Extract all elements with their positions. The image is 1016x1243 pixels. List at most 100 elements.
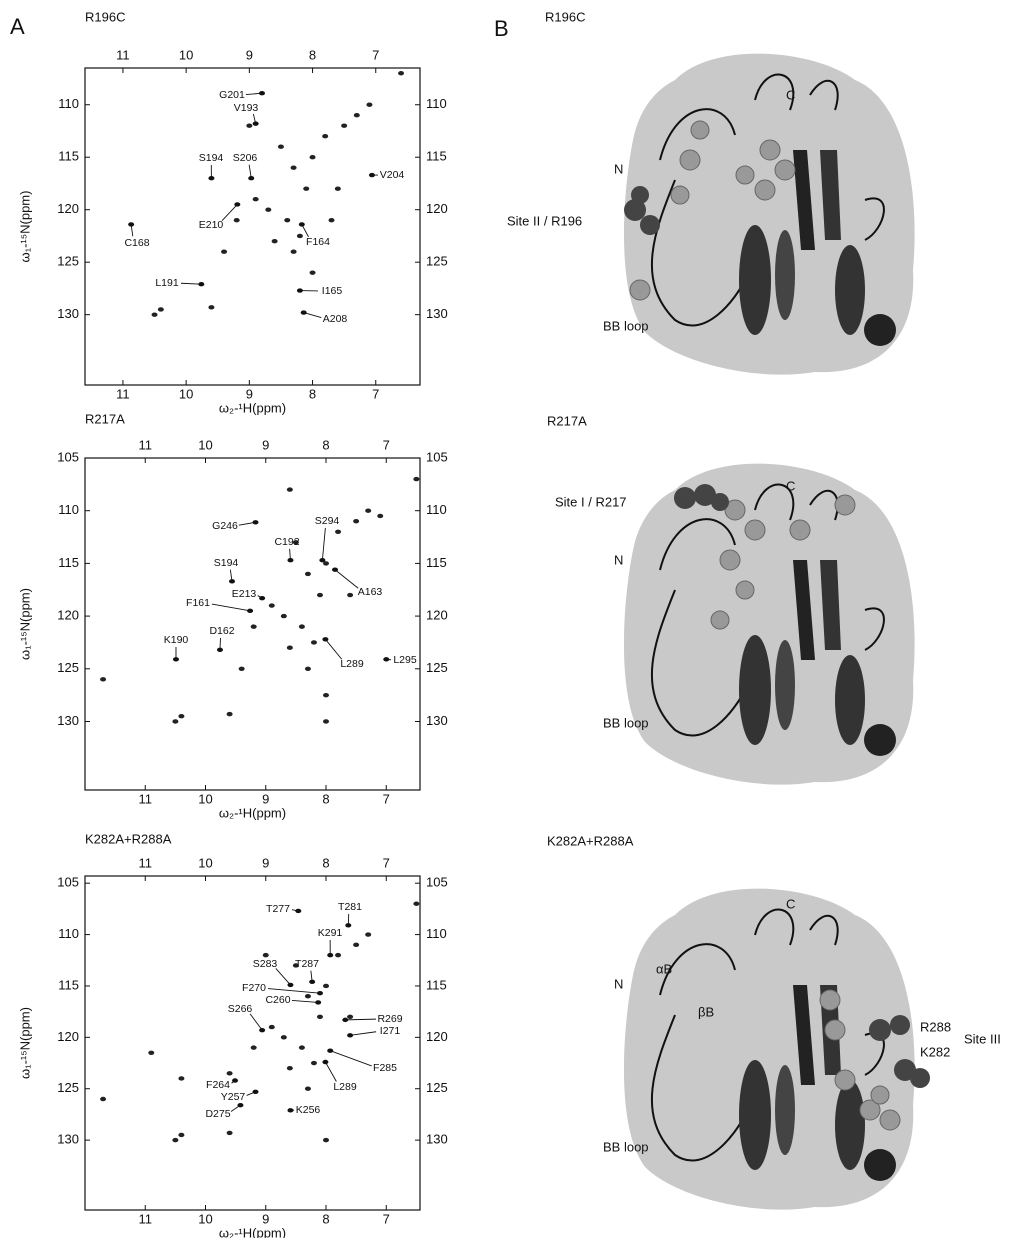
y-tick-label: 125 (57, 254, 79, 269)
label: C (786, 87, 795, 102)
y-tick-label: 110 (58, 502, 79, 517)
assigned-peak (247, 609, 253, 613)
leader-line (268, 989, 320, 994)
x-tick-label: 8 (322, 437, 329, 452)
plot-frame (85, 458, 420, 790)
label: BB loop (603, 318, 649, 333)
peak-label: C260 (265, 994, 290, 1006)
peak (323, 693, 329, 697)
peak (251, 624, 257, 628)
peak-label: K291 (318, 927, 343, 939)
peak (287, 487, 293, 491)
peak (311, 640, 317, 644)
structure: R196C N C Site II / R196 BB loop (507, 9, 915, 374)
peak (172, 1138, 178, 1142)
peak (158, 307, 164, 311)
protein-surface (624, 54, 915, 375)
x-tick-label: 7 (383, 437, 390, 452)
assigned-peak (287, 558, 293, 562)
peak (335, 187, 341, 191)
y-tick-label: 130 (426, 1132, 448, 1147)
x-tick-label: 11 (116, 386, 130, 401)
peak (272, 239, 278, 243)
leader-line (181, 283, 201, 284)
structure-title: R196C (545, 9, 585, 24)
y-tick-label: 130 (426, 306, 448, 321)
spectrum: R217Aω₂-¹H(ppm)ω₁-¹⁵N(ppm)11111010998877… (17, 411, 447, 820)
peak-label: R269 (377, 1013, 402, 1025)
peak-label: D275 (205, 1108, 230, 1120)
x-tick-label: 11 (139, 855, 153, 870)
label: K282 (920, 1044, 950, 1059)
peak-label: T281 (338, 901, 362, 913)
assigned-peak (173, 657, 179, 661)
peak (305, 572, 311, 576)
peak-label: E213 (232, 588, 257, 600)
x-tick-label: 8 (322, 1211, 329, 1226)
peak (269, 1025, 275, 1029)
y-tick-label: 130 (426, 713, 448, 728)
peak (178, 714, 184, 718)
leader-line (292, 1000, 318, 1002)
peak (172, 719, 178, 723)
peak (287, 646, 293, 650)
peak (305, 1087, 311, 1091)
assigned-peak (342, 1018, 348, 1022)
peak (291, 166, 297, 170)
x-tick-label: 10 (198, 791, 212, 806)
peak-label: L289 (340, 658, 364, 670)
x-tick-label: 9 (246, 386, 253, 401)
peak (413, 902, 419, 906)
peak (287, 1066, 293, 1070)
peak-label: F161 (186, 597, 210, 609)
peak (305, 994, 311, 998)
peak (347, 593, 353, 597)
leader-line (330, 1051, 371, 1066)
assigned-peak (208, 176, 214, 180)
peak (323, 1138, 329, 1142)
assigned-peak (232, 1078, 238, 1082)
peak (299, 624, 305, 628)
x-tick-label: 10 (198, 855, 212, 870)
peak (377, 514, 383, 518)
assigned-peak (369, 173, 375, 177)
leader-line (222, 204, 237, 220)
peak (278, 145, 284, 149)
peak (269, 603, 275, 607)
peak-label: V204 (380, 169, 405, 181)
y-axis-label: ω₁-¹⁵N(ppm) (17, 1007, 32, 1079)
assigned-peak (347, 1033, 353, 1037)
y-tick-label: 105 (57, 875, 79, 890)
peak-label: I271 (380, 1025, 401, 1037)
peak-label: A208 (323, 313, 348, 325)
leader-line (322, 528, 325, 560)
peak-label: F264 (206, 1079, 230, 1091)
assigned-peak (315, 1000, 321, 1004)
y-tick-label: 120 (426, 201, 448, 216)
leader-line (276, 968, 291, 984)
assigned-peak (322, 1060, 328, 1064)
peak (353, 519, 359, 523)
spectrum-title: K282A+R288A (85, 831, 172, 846)
panel-label: A (10, 14, 25, 39)
peak (265, 208, 271, 212)
peak-label: F285 (373, 1062, 397, 1074)
x-axis-label: ω₂-¹H(ppm) (219, 805, 286, 820)
y-tick-label: 120 (57, 608, 79, 623)
peak-label: S206 (233, 152, 258, 164)
label: Site I / R217 (555, 494, 627, 509)
spectrum-title: R217A (85, 411, 125, 426)
peak-label: L295 (393, 654, 417, 666)
peak-label: L289 (333, 1081, 357, 1093)
peak (413, 477, 419, 481)
peak (100, 1097, 106, 1101)
x-tick-label: 7 (383, 1211, 390, 1226)
peak-label: G201 (219, 89, 245, 101)
peak (322, 134, 328, 138)
assigned-peak (234, 202, 240, 206)
peak (317, 1015, 323, 1019)
assigned-peak (322, 637, 328, 641)
label: N (614, 552, 623, 567)
assigned-peak (287, 983, 293, 987)
peak (335, 953, 341, 957)
